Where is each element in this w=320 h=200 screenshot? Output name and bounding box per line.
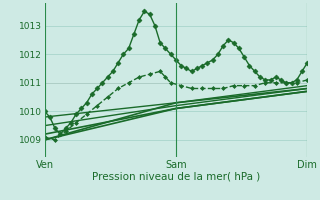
X-axis label: Pression niveau de la mer( hPa ): Pression niveau de la mer( hPa ) — [92, 171, 260, 181]
